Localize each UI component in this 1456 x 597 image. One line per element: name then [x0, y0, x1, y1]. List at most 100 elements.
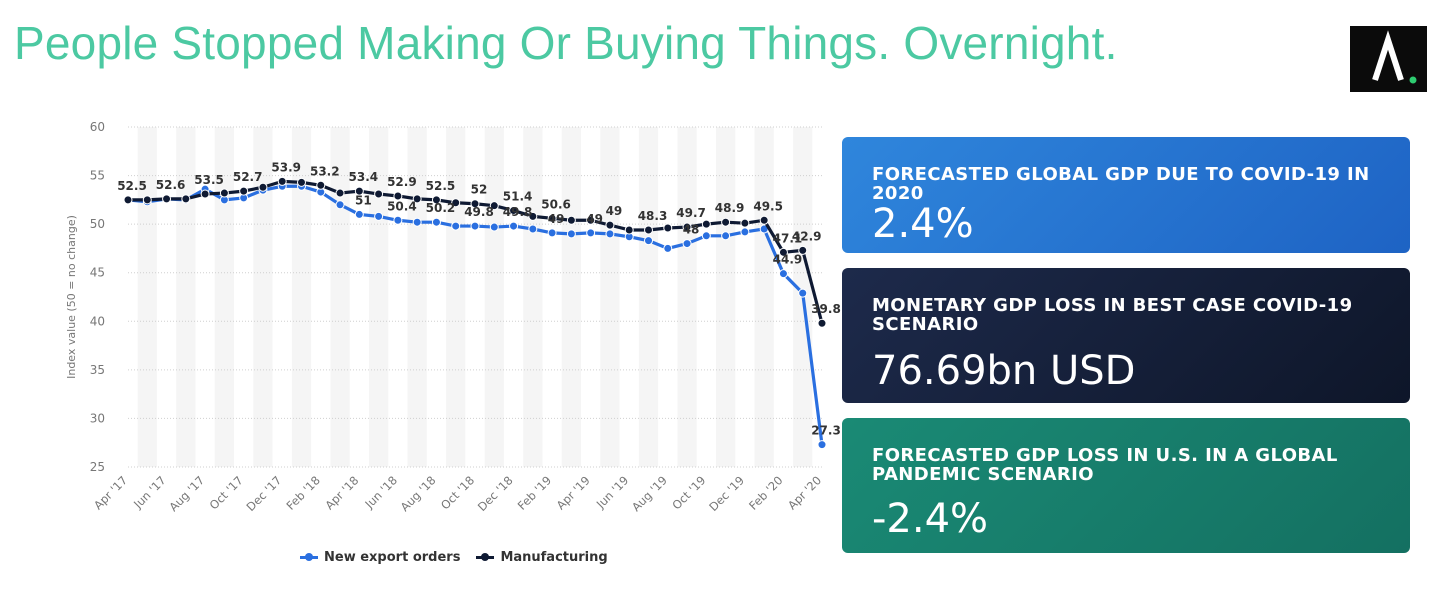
y-tick-label: 30: [90, 411, 105, 425]
x-tick-label: Dec '19: [706, 473, 747, 514]
legend-item-manufacturing[interactable]: Manufacturing: [476, 550, 608, 565]
page-headline: People Stopped Making Or Buying Things. …: [14, 17, 1118, 69]
data-point-manufacturing: [682, 222, 692, 232]
chart-legend: New export orders Manufacturing: [300, 550, 608, 565]
x-tick-label: Aug '17: [166, 473, 207, 514]
data-label-manufacturing: 52.9: [387, 175, 417, 189]
plot-band: [677, 127, 697, 467]
plot-band: [523, 127, 543, 467]
data-point-manufacturing: [644, 225, 653, 235]
data-point-new-export-orders: [644, 236, 653, 246]
data-point-new-export-orders: [393, 215, 403, 225]
data-point-manufacturing: [528, 211, 538, 221]
data-point-manufacturing: [258, 182, 268, 192]
data-point-manufacturing: [277, 176, 287, 186]
data-point-manufacturing: [297, 177, 306, 187]
data-point-new-export-orders: [335, 200, 345, 210]
data-label-manufacturing: 42.9: [792, 229, 822, 243]
data-point-new-export-orders: [470, 221, 480, 231]
plot-band: [214, 127, 235, 467]
x-tick-label: Apr '20: [785, 473, 824, 512]
data-point-new-export-orders: [374, 211, 384, 221]
data-label-manufacturing: 52.6: [156, 178, 186, 192]
data-point-manufacturing: [412, 194, 422, 204]
data-point-new-export-orders: [547, 228, 557, 238]
legend-swatch-manufacturing: [476, 553, 495, 561]
data-label-new-export-orders: 49: [548, 212, 565, 226]
data-label-new-export-orders: 49: [586, 212, 603, 226]
data-point-new-export-orders: [412, 217, 422, 227]
data-point-manufacturing: [586, 215, 596, 225]
data-point-manufacturing: [663, 223, 673, 233]
plot-band: [484, 127, 504, 467]
plot-band: [600, 127, 620, 467]
data-point-manufacturing: [605, 220, 615, 230]
data-label-manufacturing: 53.4: [349, 170, 379, 184]
stat-card-us-gdp-loss: FORECASTED GDP LOSS IN U.S. IN A GLOBAL …: [842, 418, 1410, 553]
data-label-manufacturing: 50.6: [541, 197, 571, 211]
data-label-new-export-orders: 48: [683, 223, 700, 237]
x-tick-label: Apr '17: [91, 473, 130, 512]
data-point-manufacturing: [547, 213, 557, 223]
data-point-manufacturing: [200, 189, 210, 199]
data-point-manufacturing: [624, 225, 634, 235]
data-label-manufacturing: 49: [606, 204, 623, 218]
plot-band: [715, 127, 736, 467]
data-point-new-export-orders: [682, 239, 692, 249]
data-point-new-export-orders: [528, 224, 538, 234]
data-point-new-export-orders: [605, 229, 615, 239]
data-point-manufacturing: [142, 195, 152, 205]
data-point-new-export-orders: [721, 231, 731, 241]
stat-card-value: 2.4%: [872, 201, 974, 247]
y-tick-label: 55: [90, 169, 105, 183]
stat-card-monetary-loss: MONETARY GDP LOSS IN BEST CASE COVID-19 …: [842, 268, 1410, 403]
data-label-new-export-orders: 27.3: [811, 424, 841, 438]
plot-band: [638, 127, 659, 467]
stat-card-title: FORECASTED GDP LOSS IN U.S. IN A GLOBAL …: [872, 445, 1338, 485]
data-point-manufacturing: [701, 219, 711, 229]
data-point-manufacturing: [489, 201, 499, 211]
data-label-manufacturing: 53.2: [310, 164, 340, 178]
data-label-manufacturing: 52: [471, 183, 488, 197]
data-point-new-export-orders: [566, 229, 576, 239]
data-point-manufacturing: [451, 198, 461, 208]
x-tick-label: Apr '18: [322, 473, 361, 512]
y-tick-label: 60: [90, 120, 105, 134]
data-label-manufacturing: 47.1: [773, 231, 803, 245]
plot-band: [137, 127, 157, 467]
data-label-manufacturing: 52.5: [117, 179, 147, 193]
y-tick-label: 25: [90, 460, 105, 474]
data-point-manufacturing: [316, 180, 326, 190]
y-tick-label: 40: [90, 314, 105, 328]
x-tick-label: Feb '20: [746, 473, 785, 512]
plot-band: [368, 127, 389, 467]
x-tick-label: Aug '19: [629, 473, 670, 514]
x-tick-label: Dec '18: [475, 473, 516, 514]
plot-band: [446, 127, 466, 467]
logo: [1350, 26, 1427, 92]
data-point-manufacturing: [431, 195, 441, 205]
data-point-manufacturing: [778, 247, 788, 257]
data-point-new-export-orders: [509, 221, 519, 231]
plot-band: [253, 127, 273, 467]
data-point-manufacturing: [219, 188, 229, 198]
data-point-manufacturing: [335, 188, 345, 198]
data-point-manufacturing: [239, 186, 249, 196]
data-label-new-export-orders: 50.2: [426, 201, 456, 215]
x-tick-label: Oct '17: [207, 473, 246, 512]
y-tick-label: 35: [90, 363, 105, 377]
x-tick-label: Jun '19: [593, 473, 631, 511]
data-point-manufacturing: [123, 195, 133, 205]
legend-label-manufacturing: Manufacturing: [500, 550, 608, 565]
data-label-manufacturing: 53.9: [271, 160, 301, 174]
x-tick-label: Oct '18: [438, 473, 477, 512]
x-tick-label: Dec '17: [244, 473, 285, 514]
data-point-new-export-orders: [489, 222, 499, 232]
data-point-manufacturing: [162, 194, 172, 204]
data-label-manufacturing: 52.7: [233, 170, 263, 184]
data-point-manufacturing: [354, 186, 364, 196]
data-point-manufacturing: [566, 215, 576, 225]
stat-card-value: -2.4%: [872, 496, 989, 542]
data-point-manufacturing: [798, 245, 808, 255]
legend-item-export[interactable]: New export orders: [300, 550, 460, 565]
